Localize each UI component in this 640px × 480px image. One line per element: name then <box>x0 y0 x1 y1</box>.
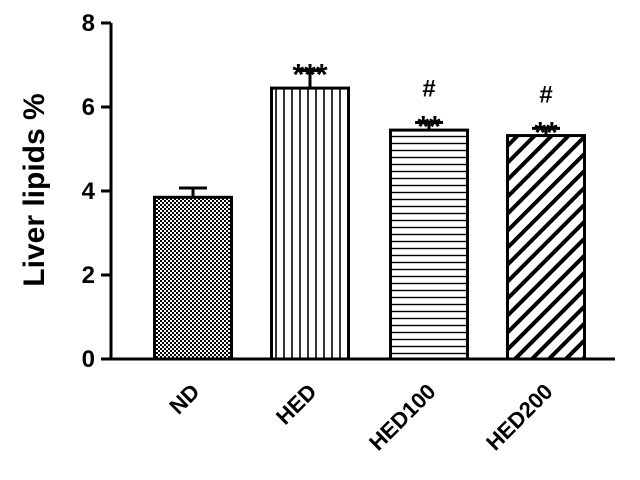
y-tick-label: 6 <box>82 94 95 121</box>
significance-stars: ** <box>417 111 441 144</box>
y-axis-title: Liver lipids % <box>18 93 51 286</box>
y-tick-label: 4 <box>82 178 96 205</box>
significance-hash: # <box>422 76 435 103</box>
x-tick-label: HED100 <box>364 379 440 455</box>
bar-nd <box>153 195 233 361</box>
significance-stars: *** <box>292 58 327 91</box>
x-tick-label: ND <box>164 379 204 419</box>
y-tick-label: 2 <box>82 262 95 289</box>
bars <box>153 68 586 361</box>
significance-stars: ** <box>534 116 558 149</box>
bar-hed200 <box>506 134 586 361</box>
x-tick-label: HED200 <box>481 379 557 455</box>
bar-hed100 <box>389 128 469 361</box>
y-tick-label: 0 <box>82 346 95 373</box>
x-tick-label: HED <box>271 379 322 430</box>
y-tick-label: 8 <box>82 10 95 37</box>
bar-hed <box>270 86 350 361</box>
significance-hash: # <box>539 81 552 108</box>
